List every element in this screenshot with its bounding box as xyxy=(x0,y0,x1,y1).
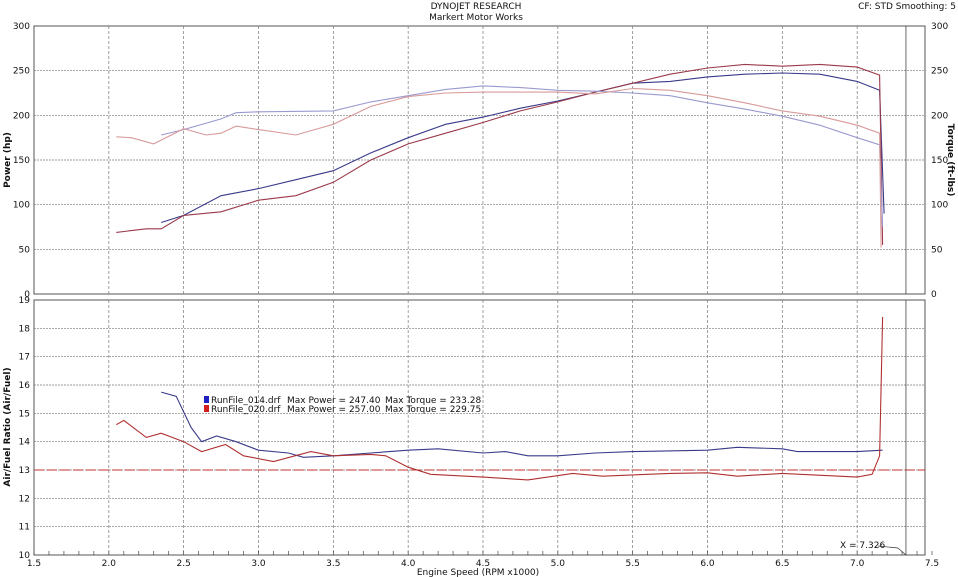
y-tick-label: 14 xyxy=(19,438,31,448)
y-tick-label: 200 xyxy=(13,111,30,121)
x-tick-label: 3.0 xyxy=(251,559,266,569)
y-tick-label: 300 xyxy=(13,22,30,32)
afr-axis-label: Air/Fuel Ratio (Air/Fuel) xyxy=(3,367,13,486)
cursor-pointer xyxy=(877,545,898,549)
x-tick-label: 3.5 xyxy=(326,559,340,569)
x-tick-label: 4.0 xyxy=(401,559,416,569)
afr-panel: 10 11 12 13 14 15 16 17 18 19 1.5 2.0 2.5 3.0 3.5 4.0 4.… xyxy=(19,296,940,569)
x-tick-label: 4.5 xyxy=(476,559,490,569)
x-tick-label: 7.0 xyxy=(850,559,865,569)
torque-curve-RunFile_014-drf xyxy=(161,85,884,228)
y-tick-label: 11 xyxy=(19,523,30,533)
y-tick-label: 50 xyxy=(19,245,31,255)
legend-swatch-014 xyxy=(204,396,209,403)
afr-curve-RunFile_020-drf xyxy=(116,316,884,481)
x-tick-label: 2.0 xyxy=(102,559,117,569)
legend-file-014: RunFile_014.drf xyxy=(211,396,281,406)
power-axis-label: Power (hp) xyxy=(3,132,13,188)
x-axis-label: Engine Speed (RPM x1000) xyxy=(417,568,539,577)
y-tick-label: 16 xyxy=(19,381,31,391)
y2-tick-label: 200 xyxy=(931,111,948,121)
y-tick-label: 17 xyxy=(19,353,30,363)
y-tick-label: 10 xyxy=(19,551,31,561)
cursor-readout: X = 7.326 xyxy=(840,541,885,551)
x-tick-label: 5.5 xyxy=(626,559,640,569)
legend-torque-014: Max Torque = 233.28 xyxy=(385,396,481,406)
legend-power-020: Max Power = 257.00 xyxy=(287,405,381,415)
y-tick-label: 15 xyxy=(19,409,30,419)
y-tick-label: 100 xyxy=(13,201,30,211)
legend-swatch-020 xyxy=(204,405,209,412)
y-tick-label: 18 xyxy=(19,324,31,334)
y2-tick-label: 100 xyxy=(931,201,948,211)
plot-frame xyxy=(33,299,926,556)
x-tick-label: 5.0 xyxy=(551,559,566,569)
power-torque-panel: 0 0 50 50 100 100 150 150 200 200 250 250 300 300 xyxy=(13,22,949,300)
torque-curve-RunFile_020-drf xyxy=(116,87,882,248)
x-tick-label: 6.0 xyxy=(700,559,715,569)
y2-tick-label: 150 xyxy=(931,156,948,166)
y-tick-label: 12 xyxy=(19,494,30,504)
chart-title: DYNOJET RESEARCH xyxy=(431,2,522,12)
y2-tick-label: 0 xyxy=(931,290,937,300)
y-tick-label: 250 xyxy=(13,67,30,77)
legend: RunFile_014.drf Max Power = 247.40 Max T… xyxy=(204,396,481,415)
y2-tick-label: 300 xyxy=(931,22,948,32)
x-tick-label: 2.5 xyxy=(177,559,191,569)
chart-subtitle: Markert Motor Works xyxy=(429,13,523,23)
y2-tick-label: 50 xyxy=(931,245,943,255)
y2-tick-label: 250 xyxy=(931,67,948,77)
power-curve-RunFile_014-drf xyxy=(161,72,885,224)
torque-axis-label: Torque (ft-lbs) xyxy=(945,124,955,197)
settings-label: CF: STD Smoothing: 5 xyxy=(858,2,956,12)
afr-curve-RunFile_014-drf xyxy=(161,391,883,458)
y-tick-label: 150 xyxy=(13,156,30,166)
legend-file-020: RunFile_020.drf xyxy=(211,405,281,415)
legend-torque-020: Max Torque = 229.75 xyxy=(385,405,481,415)
y-tick-label: 0 xyxy=(24,290,30,300)
legend-power-014: Max Power = 247.40 xyxy=(287,396,381,406)
y-tick-label: 13 xyxy=(19,466,30,476)
cursor-pointer xyxy=(897,547,907,556)
x-tick-label: 1.5 xyxy=(27,559,41,569)
power-curve-RunFile_020-drf xyxy=(116,63,884,245)
x-tick-label: 7.5 xyxy=(925,559,939,569)
x-tick-label: 6.5 xyxy=(775,559,789,569)
y-tick-label: 19 xyxy=(19,296,31,306)
